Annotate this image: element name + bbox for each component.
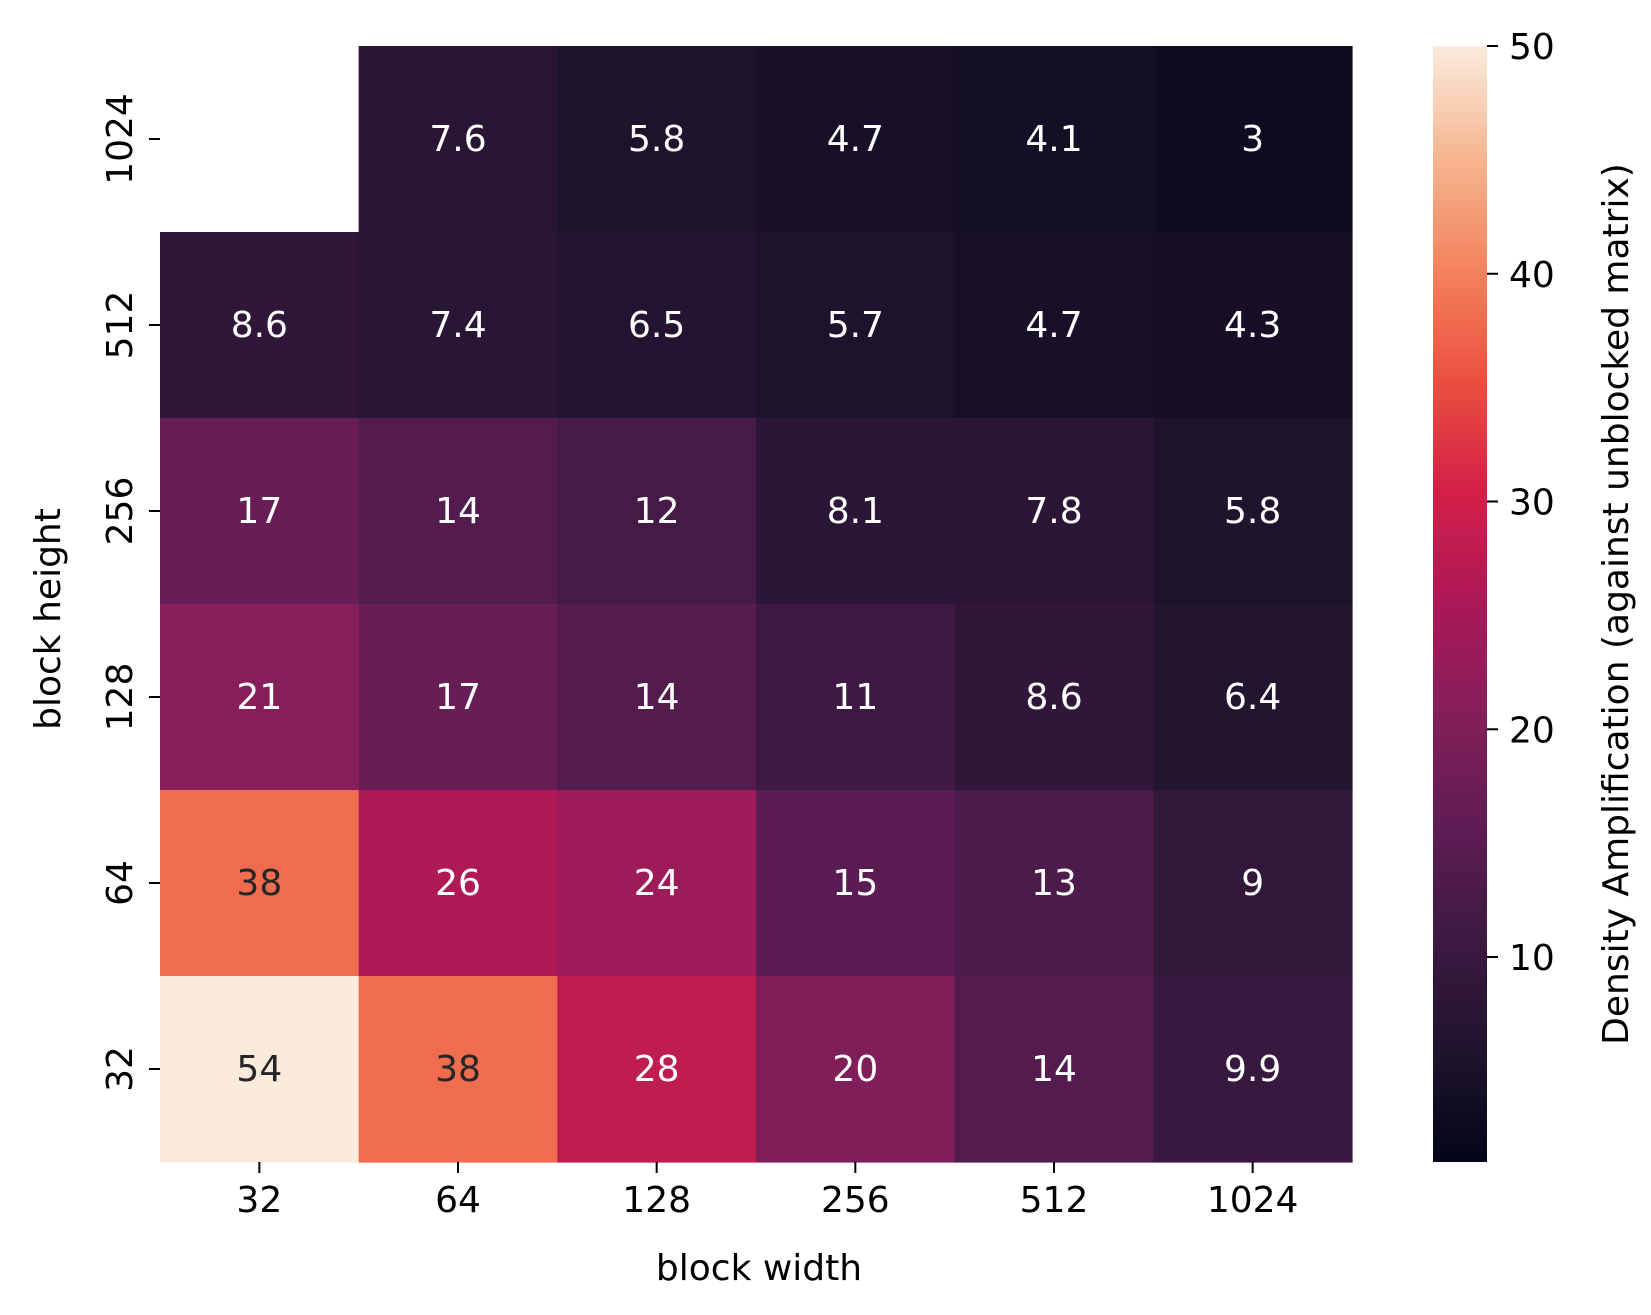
heatmap-cell: [756, 604, 956, 791]
cell-value-label: 3: [1241, 119, 1264, 160]
heatmap-cell: [756, 976, 956, 1163]
heatmap-cells: [160, 46, 1353, 1163]
heatmap-cell: [160, 232, 360, 419]
colorbar-label: Density Amplification (against unblocked…: [1596, 163, 1637, 1045]
cell-value-label: 24: [634, 863, 680, 904]
heatmap-cell: [160, 604, 360, 791]
heatmap-cell: [160, 418, 360, 605]
cell-value-label: 4.1: [1025, 119, 1082, 160]
cell-value-label: 17: [435, 677, 481, 718]
heatmap-cell: [358, 604, 558, 791]
heatmap-cell: [160, 976, 360, 1163]
cell-annotations: 7.6 5.8 4.7 4.1 3 8.6 7.4 6.5 5.7 4.7 4.3 17 14 12 8.1…: [231, 119, 1282, 1090]
heatmap-cell: [557, 232, 757, 419]
colorbar-gradient: [1433, 46, 1487, 1162]
colorbar-tick-label: 10: [1509, 938, 1555, 979]
y-tick-label: 1024: [100, 93, 141, 185]
heatmap-cell: [1153, 604, 1353, 791]
y-tick-label: 32: [100, 1046, 141, 1092]
x-axis-label: block width: [656, 1248, 862, 1289]
x-tick-label: 256: [821, 1180, 890, 1221]
x-tick-label: 1024: [1207, 1180, 1299, 1221]
heatmap-cell: [756, 418, 956, 605]
cell-value-label: 28: [634, 1049, 680, 1090]
heatmap-cell: [954, 604, 1154, 791]
cell-value-label: 14: [634, 677, 680, 718]
heatmap-cell: [358, 976, 558, 1163]
heatmap-cell: [557, 604, 757, 791]
cell-value-label: 38: [236, 863, 282, 904]
heatmap-cell: [954, 46, 1154, 233]
heatmap-cell: [954, 232, 1154, 419]
cell-value-label: 26: [435, 863, 481, 904]
cell-value-label: 8.6: [1025, 677, 1082, 718]
cell-value-label: 7.8: [1025, 491, 1082, 532]
cell-value-label: 20: [832, 1049, 878, 1090]
heatmap-cell: [358, 790, 558, 977]
cell-value-label: 38: [435, 1049, 481, 1090]
cell-value-label: 5.8: [1224, 491, 1281, 532]
heatmap-cell: [756, 232, 956, 419]
cell-value-label: 17: [236, 491, 282, 532]
heatmap-cell: [756, 46, 956, 233]
heatmap-cell: [557, 418, 757, 605]
y-tick-label: 512: [100, 291, 141, 360]
cell-value-label: 14: [435, 491, 481, 532]
cell-value-label: 8.6: [231, 305, 288, 346]
heatmap-cell: [954, 418, 1154, 605]
x-tick-label: 32: [236, 1180, 282, 1221]
x-tick-label: 128: [622, 1180, 691, 1221]
cell-value-label: 8.1: [827, 491, 884, 532]
heatmap-cell: [1153, 790, 1353, 977]
heatmap-cell: [1153, 418, 1353, 605]
cell-value-label: 5.7: [827, 305, 884, 346]
cell-value-label: 6.5: [628, 305, 685, 346]
colorbar-tick-label: 50: [1509, 27, 1555, 68]
heatmap-cell: [557, 790, 757, 977]
colorbar-ticks: 10 20 30 40 50: [1487, 27, 1555, 979]
cell-value-label: 7.4: [429, 305, 486, 346]
cell-value-label: 9.9: [1224, 1049, 1281, 1090]
y-axis-label: block height: [28, 508, 69, 730]
cell-value-label: 4.7: [1025, 305, 1082, 346]
colorbar-tick-label: 30: [1509, 483, 1555, 524]
cell-value-label: 7.6: [429, 119, 486, 160]
cell-value-label: 5.8: [628, 119, 685, 160]
heatmap-cell: [557, 46, 757, 233]
heatmap-cell: [160, 790, 360, 977]
x-axis-ticks: 32 64 128 256 512 1024: [236, 1162, 1298, 1221]
heatmap-cell: [1153, 232, 1353, 419]
heatmap-cell: [557, 976, 757, 1163]
heatmap-cell: [1153, 46, 1353, 233]
heatmap-cell: [756, 790, 956, 977]
x-tick-label: 64: [435, 1180, 481, 1221]
colorbar: 10 20 30 40 50 Density Amplification (agains…: [1433, 27, 1637, 1162]
cell-value-label: 4.3: [1224, 305, 1281, 346]
heatmap-cell: [358, 418, 558, 605]
cell-value-label: 13: [1031, 863, 1077, 904]
heatmap-cell: [1153, 976, 1353, 1163]
heatmap-cell: [358, 232, 558, 419]
heatmap-cell: [954, 976, 1154, 1163]
cell-value-label: 15: [832, 863, 878, 904]
colorbar-tick-label: 40: [1509, 255, 1555, 296]
heatmap-cell: [358, 46, 558, 233]
cell-value-label: 12: [634, 491, 680, 532]
cell-value-label: 4.7: [827, 119, 884, 160]
cell-value-label: 6.4: [1224, 677, 1281, 718]
cell-value-label: 14: [1031, 1049, 1077, 1090]
cell-value-label: 9: [1241, 863, 1264, 904]
y-tick-label: 128: [100, 663, 141, 732]
heatmap-cell: [954, 790, 1154, 977]
cell-value-label: 54: [236, 1049, 282, 1090]
y-axis-ticks: 1024 512 256 128 64 32: [100, 93, 160, 1092]
x-tick-label: 512: [1020, 1180, 1089, 1221]
y-tick-label: 256: [100, 477, 141, 546]
y-tick-label: 64: [100, 860, 141, 906]
colorbar-tick-label: 20: [1509, 710, 1555, 751]
cell-value-label: 11: [832, 677, 878, 718]
cell-value-label: 21: [236, 677, 282, 718]
